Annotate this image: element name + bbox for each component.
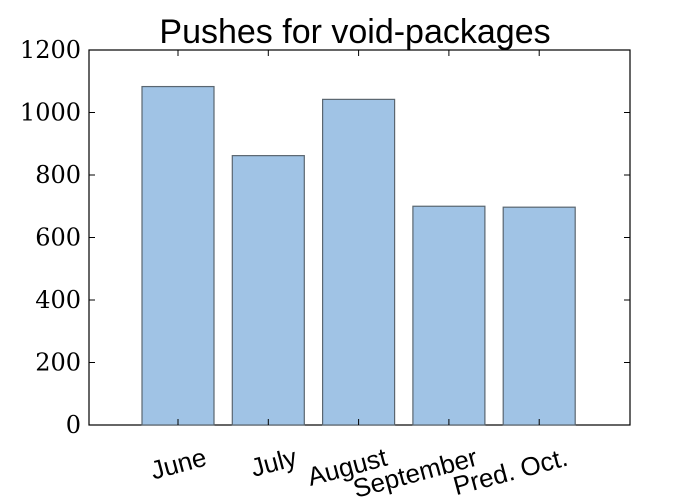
y-tick-label: 600 <box>35 224 81 252</box>
chart-title: Pushes for void-packages <box>159 13 550 51</box>
bar-september <box>412 205 486 426</box>
bar-pred-oct <box>502 206 576 426</box>
y-tick-label: 400 <box>35 286 81 314</box>
bar-august <box>322 98 396 426</box>
x-tick-label: June <box>147 442 209 486</box>
y-tick-label: 1000 <box>20 99 81 127</box>
bars-group <box>141 85 576 426</box>
y-tick-label: 200 <box>35 349 81 377</box>
y-tick-label: 800 <box>35 161 81 189</box>
y-axis: 0 200 400 600 800 1000 1200 <box>20 36 630 439</box>
bar-july <box>231 155 305 426</box>
y-tick-label: 0 <box>66 411 81 439</box>
y-tick-label: 1200 <box>20 36 81 64</box>
x-tick-label: July <box>247 442 299 483</box>
bar-june <box>141 85 215 426</box>
